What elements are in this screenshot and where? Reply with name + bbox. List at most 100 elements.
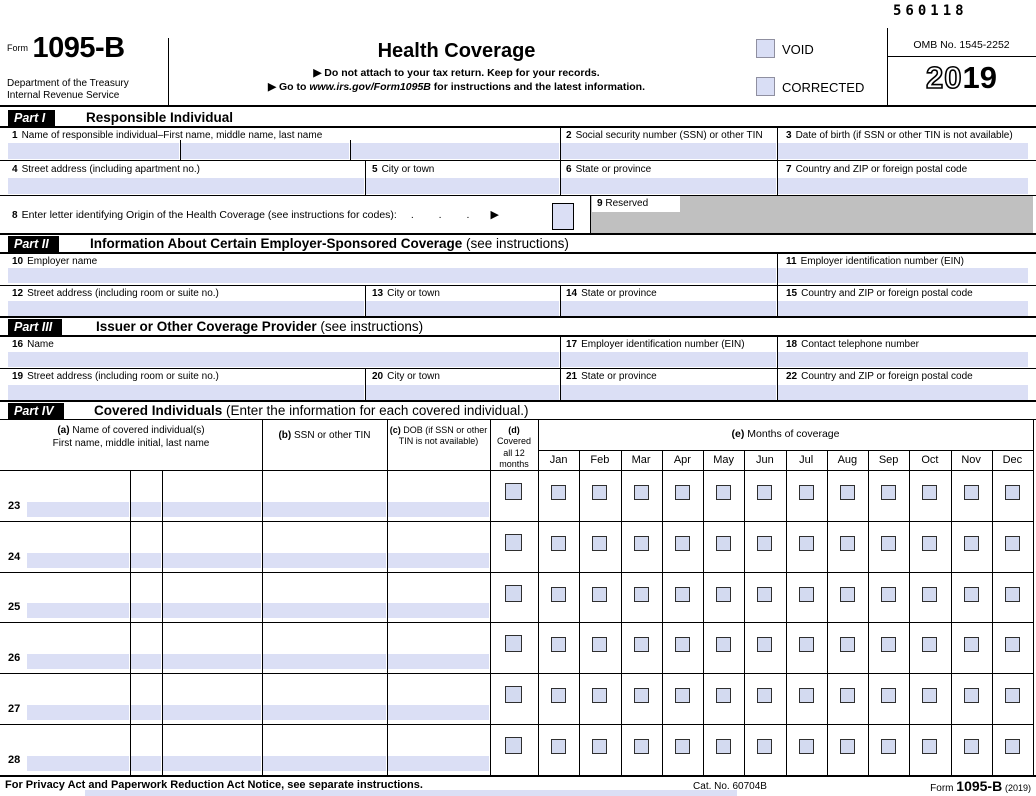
row26-nov-checkbox[interactable] — [963, 637, 979, 652]
row27-oct-checkbox[interactable] — [922, 688, 938, 703]
row24-covered-all-12-months-checkbox[interactable] — [505, 534, 522, 551]
row28-may-checkbox[interactable] — [716, 739, 731, 754]
corrected-checkbox[interactable] — [756, 77, 775, 96]
row28-covered-all-12-months-checkbox[interactable] — [505, 737, 522, 754]
row26-mar-checkbox[interactable] — [633, 637, 649, 652]
row24-nov-checkbox[interactable] — [963, 536, 979, 551]
row24-apr-checkbox[interactable] — [674, 536, 690, 551]
row23-may-checkbox[interactable] — [716, 485, 731, 500]
row25-dob-input[interactable] — [388, 603, 489, 618]
row26-covered-all-12-months-checkbox[interactable] — [505, 635, 522, 652]
row27-dob-input[interactable] — [388, 705, 489, 720]
field-19-input[interactable] — [8, 385, 364, 400]
row25-covered-all-12-months-checkbox[interactable] — [505, 585, 522, 602]
row28-middle-initial-input[interactable] — [131, 756, 161, 771]
row23-dec-checkbox[interactable] — [1004, 485, 1020, 500]
row24-last-name-input[interactable] — [163, 553, 261, 568]
row24-aug-checkbox[interactable] — [839, 536, 855, 551]
field-17-input[interactable] — [561, 352, 776, 367]
field-16-input[interactable] — [8, 352, 559, 367]
row23-feb-checkbox[interactable] — [592, 485, 608, 500]
row26-feb-checkbox[interactable] — [592, 637, 608, 652]
row27-jul-checkbox[interactable] — [798, 688, 814, 703]
next-row-input-partial[interactable] — [85, 790, 737, 796]
row25-jul-checkbox[interactable] — [798, 587, 814, 602]
field-15-input[interactable] — [778, 301, 1028, 316]
row28-nov-checkbox[interactable] — [963, 739, 979, 754]
row27-jun-checkbox[interactable] — [757, 688, 773, 703]
field-1-last-name-input[interactable] — [351, 143, 559, 159]
row28-mar-checkbox[interactable] — [633, 739, 649, 754]
row23-oct-checkbox[interactable] — [922, 485, 938, 500]
row27-jan-checkbox[interactable] — [551, 688, 566, 703]
row27-feb-checkbox[interactable] — [592, 688, 608, 703]
row27-aug-checkbox[interactable] — [839, 688, 855, 703]
row28-jan-checkbox[interactable] — [551, 739, 566, 754]
row26-dec-checkbox[interactable] — [1004, 637, 1020, 652]
row23-apr-checkbox[interactable] — [674, 485, 690, 500]
row25-oct-checkbox[interactable] — [922, 587, 938, 602]
row28-dec-checkbox[interactable] — [1004, 739, 1020, 754]
row24-jun-checkbox[interactable] — [757, 536, 773, 551]
field-1-first-name-input[interactable] — [8, 143, 179, 159]
row27-sep-checkbox[interactable] — [881, 688, 896, 703]
row26-sep-checkbox[interactable] — [881, 637, 896, 652]
row24-mar-checkbox[interactable] — [633, 536, 649, 551]
row23-nov-checkbox[interactable] — [963, 485, 979, 500]
field-22-input[interactable] — [778, 385, 1028, 400]
row27-may-checkbox[interactable] — [716, 688, 731, 703]
row24-sep-checkbox[interactable] — [881, 536, 896, 551]
row25-may-checkbox[interactable] — [716, 587, 731, 602]
row28-apr-checkbox[interactable] — [674, 739, 690, 754]
row27-dec-checkbox[interactable] — [1004, 688, 1020, 703]
row26-middle-initial-input[interactable] — [131, 654, 161, 669]
row23-ssn-input[interactable] — [263, 502, 386, 517]
row26-may-checkbox[interactable] — [716, 637, 731, 652]
row26-last-name-input[interactable] — [163, 654, 261, 669]
row28-sep-checkbox[interactable] — [881, 739, 896, 754]
field-4-input[interactable] — [8, 178, 364, 194]
row25-feb-checkbox[interactable] — [592, 587, 608, 602]
row28-aug-checkbox[interactable] — [839, 739, 855, 754]
row24-dob-input[interactable] — [388, 553, 489, 568]
field-12-input[interactable] — [8, 301, 364, 316]
row24-may-checkbox[interactable] — [716, 536, 731, 551]
field-18-input[interactable] — [778, 352, 1028, 367]
row27-ssn-input[interactable] — [263, 705, 386, 720]
row24-jan-checkbox[interactable] — [551, 536, 566, 551]
field-10-input[interactable] — [8, 268, 776, 283]
row25-aug-checkbox[interactable] — [839, 587, 855, 602]
row24-ssn-input[interactable] — [263, 553, 386, 568]
row28-last-name-input[interactable] — [163, 756, 261, 771]
row23-sep-checkbox[interactable] — [881, 485, 896, 500]
row27-apr-checkbox[interactable] — [674, 688, 690, 703]
row28-oct-checkbox[interactable] — [922, 739, 938, 754]
row25-apr-checkbox[interactable] — [674, 587, 690, 602]
field-3-input[interactable] — [778, 143, 1028, 159]
field-7-input[interactable] — [778, 178, 1028, 194]
row25-ssn-input[interactable] — [263, 603, 386, 618]
row24-first-name-input[interactable] — [27, 553, 129, 568]
field-6-input[interactable] — [561, 178, 776, 194]
row25-mar-checkbox[interactable] — [633, 587, 649, 602]
row25-first-name-input[interactable] — [27, 603, 129, 618]
row28-ssn-input[interactable] — [263, 756, 386, 771]
row25-jan-checkbox[interactable] — [551, 587, 566, 602]
row25-last-name-input[interactable] — [163, 603, 261, 618]
field-5-input[interactable] — [366, 178, 559, 194]
field-13-input[interactable] — [366, 301, 559, 316]
field-11-input[interactable] — [778, 268, 1028, 283]
row25-sep-checkbox[interactable] — [881, 587, 896, 602]
row24-oct-checkbox[interactable] — [922, 536, 938, 551]
field-20-input[interactable] — [366, 385, 559, 400]
row27-covered-all-12-months-checkbox[interactable] — [505, 686, 522, 703]
row27-nov-checkbox[interactable] — [963, 688, 979, 703]
row23-middle-initial-input[interactable] — [131, 502, 161, 517]
row25-jun-checkbox[interactable] — [757, 587, 773, 602]
row26-jan-checkbox[interactable] — [551, 637, 566, 652]
field-2-input[interactable] — [561, 143, 776, 159]
row28-feb-checkbox[interactable] — [592, 739, 608, 754]
field-21-input[interactable] — [561, 385, 776, 400]
row23-jun-checkbox[interactable] — [757, 485, 773, 500]
row27-mar-checkbox[interactable] — [633, 688, 649, 703]
